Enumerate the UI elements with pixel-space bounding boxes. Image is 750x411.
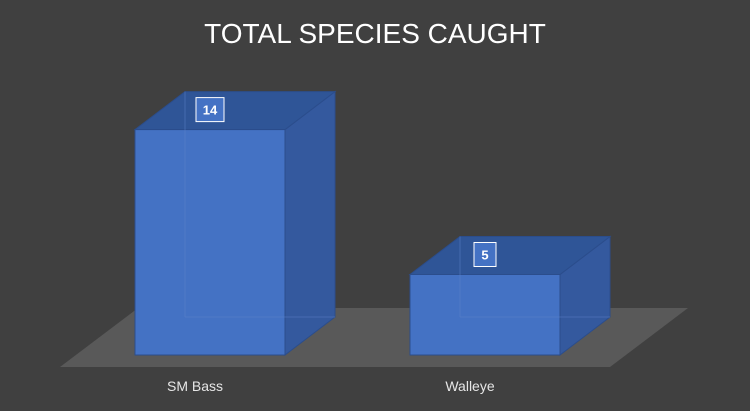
chart-title: TOTAL SPECIES CAUGHT: [204, 18, 546, 49]
bar-1: 14: [133, 90, 337, 357]
data-label: 5: [481, 248, 488, 263]
data-label-box: [195, 97, 225, 123]
bar-front-face: [134, 129, 286, 356]
bar-front-face: [409, 274, 561, 356]
category-label: Walleye: [445, 378, 494, 394]
bar-side-face: [284, 90, 336, 357]
data-label-box: [473, 242, 497, 267]
bar-2: 5: [408, 235, 612, 357]
category-label: SM Bass: [167, 378, 223, 394]
data-label: 14: [203, 103, 218, 118]
bars-group: 14 5: [133, 90, 612, 357]
category-labels: SM Bass Walleye: [167, 378, 495, 394]
